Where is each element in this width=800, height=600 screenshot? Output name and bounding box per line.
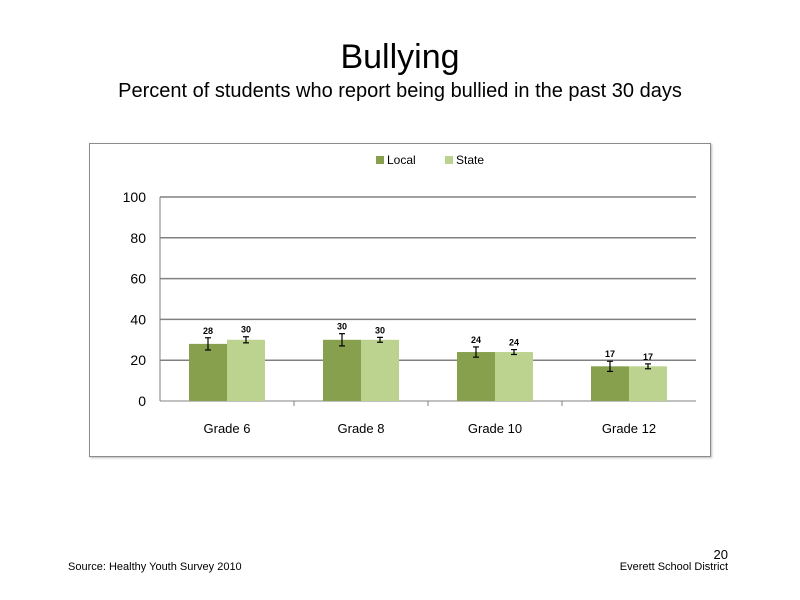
x-tick-label: Grade 8 — [338, 421, 385, 436]
y-tick-label: 40 — [130, 311, 146, 327]
data-label: 30 — [375, 325, 385, 335]
slide-subtitle: Percent of students who report being bul… — [118, 80, 682, 102]
bar-state — [495, 352, 533, 401]
data-label: 30 — [337, 322, 347, 332]
legend-swatch-state — [445, 156, 453, 164]
chart-frame: 0 20 40 60 80 100 Grade 6 28 30 Grade 8 30 30 Grade … — [89, 143, 711, 457]
bar-chart: 0 20 40 60 80 100 Grade 6 28 30 Grade 8 30 30 Grade … — [123, 153, 696, 436]
legend-label-local: Local — [387, 153, 416, 167]
y-tick-label: 80 — [130, 230, 146, 246]
bar-state — [361, 339, 399, 401]
x-tick-label: Grade 6 — [204, 421, 251, 436]
slide-title: Bullying — [340, 38, 460, 76]
y-tick-label: 100 — [123, 189, 147, 205]
x-tick-label: Grade 12 — [602, 421, 656, 436]
data-label: 28 — [203, 326, 213, 336]
source-note: Source: Healthy Youth Survey 2010 — [68, 561, 242, 573]
data-label: 30 — [241, 325, 251, 335]
bar-state — [629, 366, 667, 401]
y-tick-label: 60 — [130, 271, 146, 287]
bar-local — [457, 352, 495, 401]
bar-local — [591, 366, 629, 401]
bar-state — [227, 339, 265, 401]
y-tick-label: 20 — [130, 352, 146, 368]
x-tick-label: Grade 10 — [468, 421, 522, 436]
bar-local — [323, 339, 361, 401]
data-label: 17 — [605, 349, 615, 359]
data-label: 24 — [471, 335, 481, 345]
legend-swatch-local — [376, 156, 384, 164]
data-label: 24 — [509, 338, 519, 348]
page-number: 20 — [713, 547, 728, 562]
legend-label-state: State — [456, 153, 484, 167]
data-label: 17 — [643, 352, 653, 362]
organization-name: Everett School District — [619, 561, 728, 573]
bar-local — [189, 343, 227, 401]
y-tick-label: 0 — [138, 393, 146, 409]
